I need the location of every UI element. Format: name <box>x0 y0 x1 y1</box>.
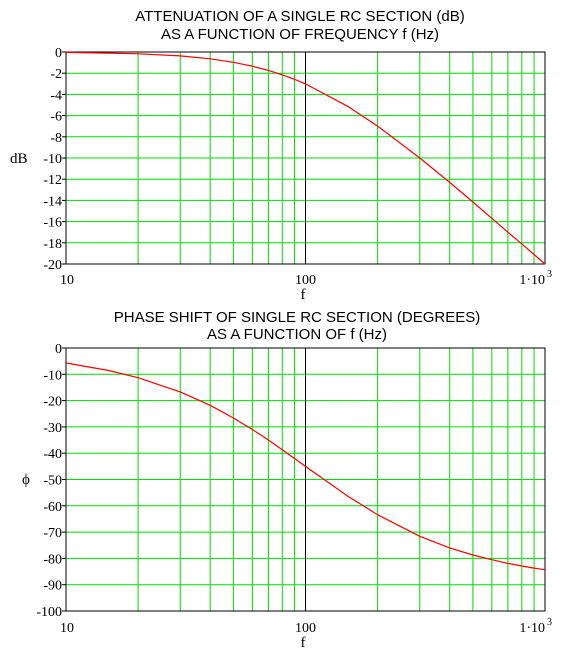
y-axis-label: ϕ <box>22 472 30 488</box>
y-tick-label: -14 <box>43 194 62 209</box>
chart-subtitle: AS A FUNCTION OF FREQUENCY f (Hz) <box>161 26 439 43</box>
x-tick-superscript: 3 <box>547 617 552 628</box>
y-tick-label: -2 <box>50 67 62 82</box>
y-tick-label: -18 <box>43 237 62 252</box>
x-tick-label: 100 <box>295 273 316 288</box>
y-tick-label: -30 <box>43 421 62 436</box>
y-tick-label: -10 <box>43 368 62 383</box>
y-tick-label: -100 <box>36 605 62 620</box>
y-tick-label: -12 <box>43 173 62 188</box>
phase-chart: PHASE SHIFT OF SINGLE RC SECTION (DEGREE… <box>22 309 552 651</box>
x-tick-label: 1·10 <box>519 273 545 288</box>
chart-title: PHASE SHIFT OF SINGLE RC SECTION (DEGREE… <box>114 309 480 326</box>
chart-title: ATTENUATION OF A SINGLE RC SECTION (dB) <box>135 8 465 25</box>
y-tick-label: -60 <box>43 500 62 515</box>
x-axis-label: f <box>301 635 306 651</box>
y-tick-label: -70 <box>43 526 62 541</box>
y-tick-label: -10 <box>43 152 62 167</box>
x-axis-label: f <box>301 287 306 303</box>
y-tick-label: -16 <box>43 216 62 231</box>
grid <box>66 348 545 611</box>
x-tick-label: 1·10 <box>519 621 545 636</box>
y-tick-label: -90 <box>43 579 62 594</box>
y-tick-label: -50 <box>43 474 62 489</box>
y-tick-label: -4 <box>50 88 62 103</box>
y-tick-label: 0 <box>55 342 62 357</box>
series-line <box>65 51 546 265</box>
x-tick-superscript: 3 <box>547 269 552 280</box>
y-tick-label: 0 <box>55 46 62 61</box>
y-tick-label: -6 <box>50 110 62 125</box>
y-tick-label: -20 <box>43 395 62 410</box>
y-tick-label: -8 <box>50 131 62 146</box>
grid <box>66 52 545 264</box>
x-tick-label: 10 <box>60 273 74 288</box>
y-tick-label: -40 <box>43 447 62 462</box>
y-tick-label: -80 <box>43 552 62 567</box>
series-line <box>65 362 546 571</box>
y-axis-label: dB <box>10 151 28 167</box>
x-tick-label: 10 <box>60 621 74 636</box>
attenuation-chart: ATTENUATION OF A SINGLE RC SECTION (dB) … <box>10 8 552 303</box>
chart-subtitle: AS A FUNCTION OF f (Hz) <box>207 326 387 343</box>
y-tick-label: -20 <box>43 258 62 273</box>
x-tick-label: 100 <box>295 621 316 636</box>
